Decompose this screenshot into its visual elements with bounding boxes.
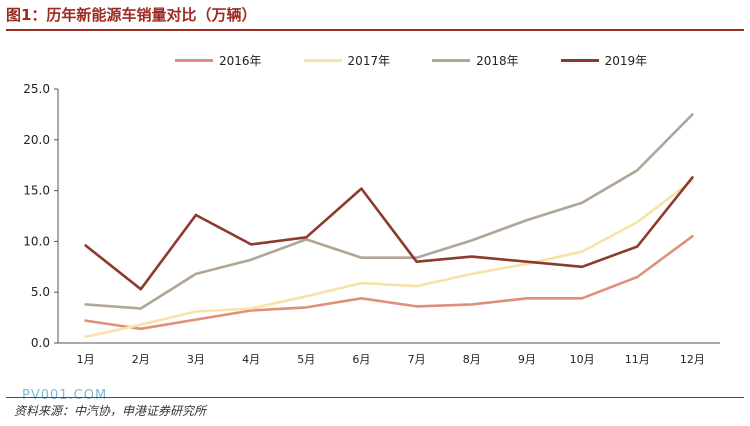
x-tick-label-6: 7月: [408, 353, 426, 366]
legend-swatch-2019: [560, 59, 599, 62]
legend-item-2019: 2019年: [560, 52, 648, 69]
chart-legend: 2016年 2017年 2018年 2019年: [175, 52, 647, 69]
x-tick-label-8: 9月: [518, 353, 536, 366]
y-tick-label-0: 0.0: [31, 336, 50, 350]
legend-label-2016: 2016年: [219, 54, 262, 68]
x-tick-label-1: 2月: [132, 353, 150, 366]
x-tick-label-4: 5月: [297, 353, 315, 366]
x-tick-label-5: 6月: [352, 353, 370, 366]
legend-swatch-2017: [303, 59, 342, 62]
legend-label-2019: 2019年: [604, 54, 648, 68]
x-tick-label-11: 12月: [680, 353, 705, 366]
legend-item-2017: 2017年: [303, 52, 391, 69]
y-tick-label-1: 5.0: [31, 285, 50, 299]
legend-label-2018: 2018年: [476, 54, 519, 68]
y-tick-label-2: 10.0: [23, 234, 50, 248]
series-line-2019: [84, 176, 694, 291]
legend-item-2016: 2016年: [175, 52, 262, 69]
watermark: PV001.COM: [22, 388, 108, 403]
source-note: 资料来源：中汽协，申港证券研究所: [14, 404, 207, 418]
x-tick-label-3: 4月: [242, 353, 260, 366]
legend-label-2017: 2017年: [347, 54, 391, 68]
x-tick-label-7: 8月: [463, 353, 481, 366]
series-line-2018: [84, 113, 694, 310]
figure-title: 图1：历年新能源车销量对比（万辆）: [6, 6, 257, 24]
x-tick-label-9: 10月: [570, 353, 595, 366]
bottom-rule: [6, 397, 744, 398]
series-line-2017: [84, 179, 694, 339]
legend-swatch-2018: [432, 59, 471, 62]
x-tick-label-0: 1月: [77, 353, 95, 366]
series-line-2016: [84, 235, 694, 331]
legend-item-2018: 2018年: [432, 52, 519, 69]
x-tick-label-2: 3月: [187, 353, 205, 366]
y-tick-label-5: 25.0: [23, 82, 50, 96]
title-rule: [6, 29, 744, 31]
y-tick-label-4: 20.0: [23, 133, 50, 147]
x-tick-label-10: 11月: [625, 353, 650, 366]
y-tick-label-3: 15.0: [23, 184, 50, 198]
legend-swatch-2016: [175, 59, 213, 62]
